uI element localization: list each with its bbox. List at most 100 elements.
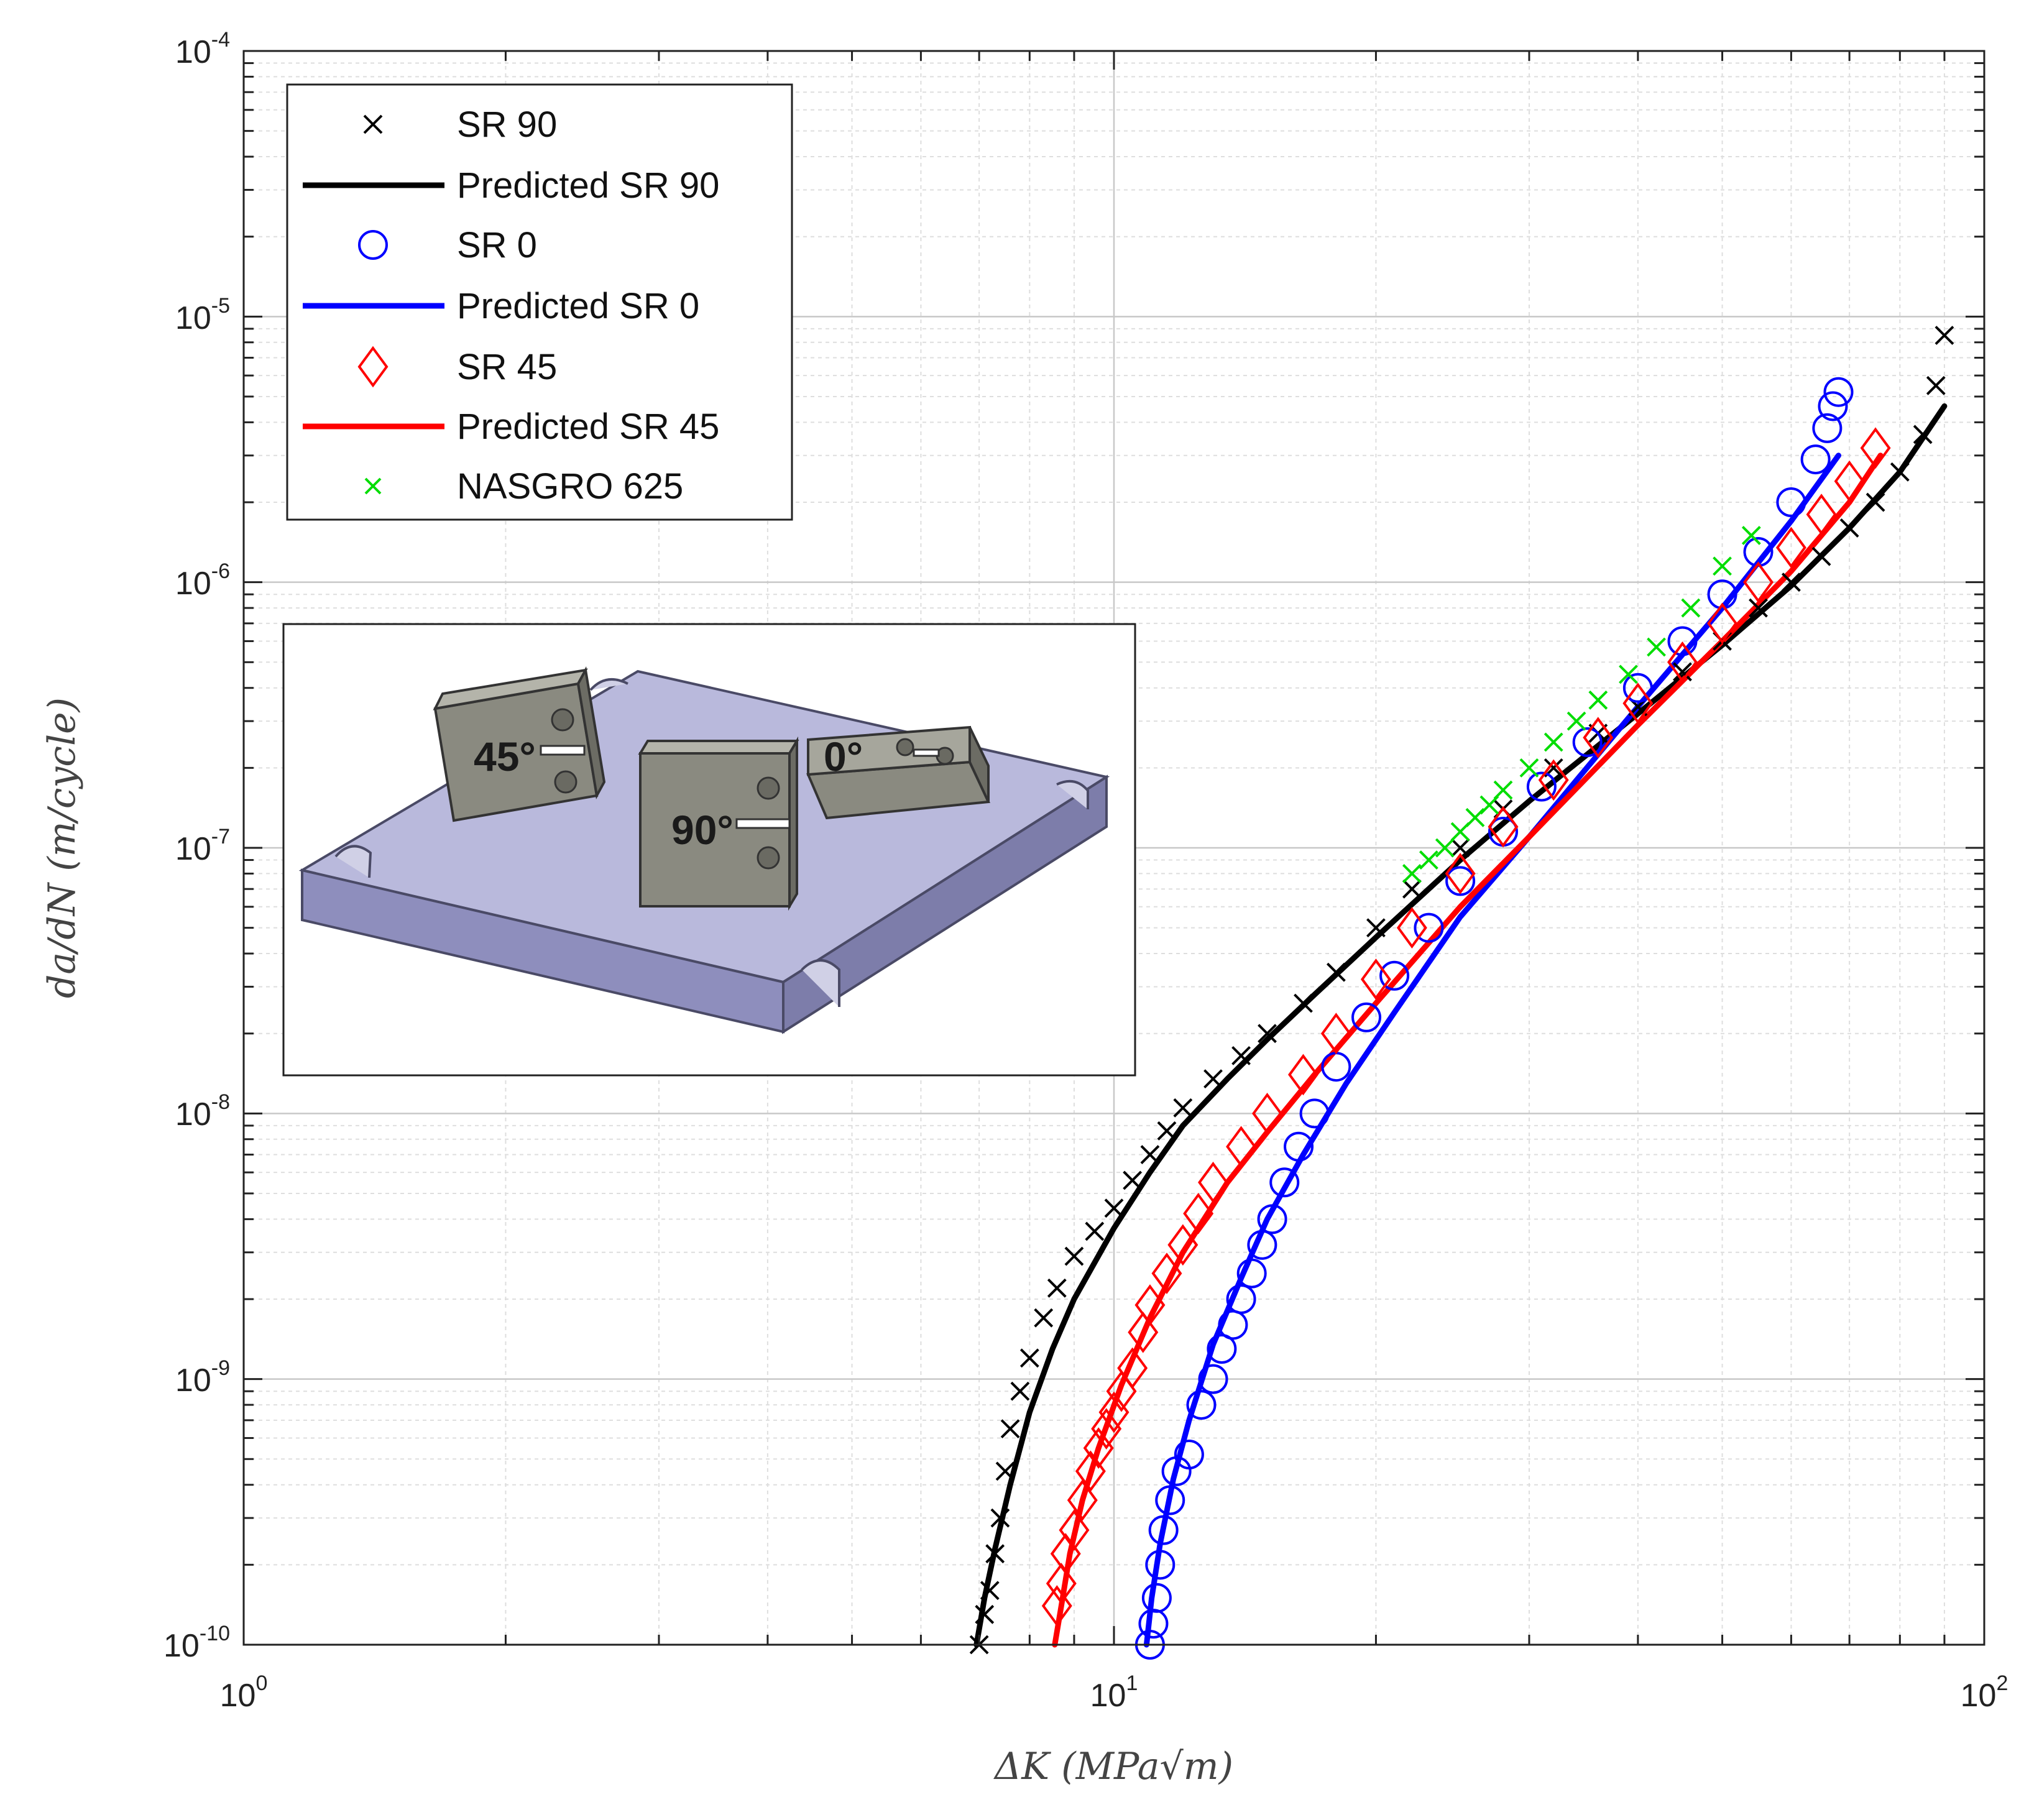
data-point-x <box>1890 462 1910 482</box>
series-layer <box>969 326 1954 1660</box>
y-tick-label: 10-8 <box>175 1090 230 1133</box>
y-tick-label: 10-4 <box>175 28 230 70</box>
legend-entry-pred-sr45: Predicted SR 45 <box>303 407 719 447</box>
data-point-x <box>1519 758 1539 778</box>
data-point-diamond <box>1134 1284 1166 1326</box>
data-point-x <box>1493 780 1513 800</box>
specimen-block-0: 0° <box>806 725 991 820</box>
data-point-x <box>1064 1246 1084 1266</box>
legend-x-marker <box>363 114 383 134</box>
data-point-x <box>1839 518 1859 538</box>
data-point-circle <box>1145 1550 1176 1580</box>
data-point-circle <box>1776 487 1806 518</box>
data-point-circle <box>1445 866 1476 896</box>
data-point-circle <box>1707 579 1737 610</box>
data-point-diamond <box>1538 759 1569 801</box>
data-point-x <box>1749 598 1768 618</box>
data-point-circle <box>1141 1583 1172 1613</box>
data-point-diamond <box>1091 1408 1122 1450</box>
data-point-diamond <box>1167 1224 1199 1266</box>
data-point-x <box>1019 1348 1039 1368</box>
data-point-x <box>1741 526 1761 545</box>
data-point-diamond <box>1488 806 1519 848</box>
legend-entry-pred-sr0: Predicted SR 0 <box>303 286 699 326</box>
data-point-circle <box>1155 1485 1185 1515</box>
legend-label: SR 0 <box>457 225 537 265</box>
data-point-diamond <box>1059 1509 1090 1551</box>
data-point-x <box>1681 598 1701 618</box>
data-point-diamond <box>1622 682 1654 724</box>
data-point-circle <box>1226 1284 1256 1315</box>
data-point-circle <box>1572 727 1603 757</box>
x-axis-label: ΔK (MPa√m) <box>993 1745 1233 1788</box>
data-point-x <box>1157 1121 1177 1141</box>
data-point-x <box>1231 1046 1251 1065</box>
data-point-x <box>990 1508 1010 1528</box>
data-point-circle <box>1379 960 1410 991</box>
data-point-x <box>1123 1170 1143 1190</box>
data-point-x <box>1294 993 1313 1013</box>
x-tick-label: 100 <box>220 1671 268 1714</box>
data-point-diamond <box>1445 853 1476 894</box>
data-point-x <box>1588 690 1608 710</box>
legend-entry-nasgro: NASGRO 625 <box>364 466 683 507</box>
data-point-diamond <box>1183 1192 1214 1234</box>
data-point-x <box>1140 1145 1160 1164</box>
data-point-diamond <box>1151 1252 1182 1294</box>
data-point-diamond <box>1046 1563 1077 1604</box>
data-point-diamond <box>1743 561 1774 604</box>
legend-entry-sr0: SR 0 <box>358 225 537 265</box>
data-point-diamond <box>1834 460 1865 502</box>
data-point-diamond <box>1252 1092 1283 1134</box>
data-point-diamond <box>1396 907 1427 949</box>
legend-label: SR 90 <box>457 104 557 145</box>
data-point-circle <box>1284 1131 1314 1162</box>
data-point-circle <box>1207 1333 1237 1364</box>
data-point-diamond <box>1287 1054 1318 1096</box>
x-tick-label: 101 <box>1090 1671 1138 1714</box>
data-point-x <box>1402 863 1422 883</box>
inset-label-0: 0° <box>824 733 863 779</box>
data-point-x <box>1567 711 1586 731</box>
legend-label: Predicted SR 90 <box>457 165 719 206</box>
data-point-x <box>1781 572 1801 592</box>
data-point-circle <box>1812 413 1843 443</box>
data-point-x <box>1034 1308 1054 1328</box>
data-point-x <box>1104 1198 1124 1218</box>
legend-entry-sr90: SR 90 <box>363 104 557 145</box>
data-point-x <box>1713 556 1732 576</box>
data-point-circle <box>1526 771 1557 802</box>
legend-diamond-marker <box>357 346 389 388</box>
data-point-circle <box>1622 673 1653 703</box>
data-point-circle <box>1299 1098 1330 1129</box>
data-point-x <box>1619 664 1638 684</box>
y-tick-labels: 10-10 10-9 10-8 10-7 10-6 10-5 10-4 <box>163 28 230 1664</box>
data-point-diamond <box>1707 602 1738 645</box>
axis-ticks <box>242 51 1984 1646</box>
data-point-x <box>1258 1024 1277 1044</box>
data-point-x <box>1866 492 1885 512</box>
data-point-circle <box>1823 377 1854 407</box>
data-point-diamond <box>1067 1479 1098 1521</box>
data-point-diamond <box>1360 958 1391 1000</box>
data-point-x <box>1450 838 1470 858</box>
data-point-x <box>1173 1098 1193 1118</box>
data-point-diamond <box>1806 494 1837 535</box>
legend-circle-marker <box>358 230 388 260</box>
data-point-diamond <box>1117 1347 1148 1389</box>
x-tick-label: 102 <box>1961 1671 2008 1714</box>
data-point-diamond <box>1667 641 1698 683</box>
legend-entry-pred-sr90: Predicted SR 90 <box>303 165 719 206</box>
series-sr-45 <box>1041 427 1891 1627</box>
x-tick-labels: 100 101 102 <box>220 1671 2008 1714</box>
data-point-circle <box>1186 1390 1217 1420</box>
data-point-circle <box>1351 1002 1382 1032</box>
data-point-diamond <box>1128 1312 1159 1353</box>
data-point-diamond <box>1083 1427 1114 1469</box>
data-point-x <box>1402 879 1422 899</box>
specimen-inset: 45° 90° 0° <box>282 623 1136 1077</box>
series-line-predicted-sr-90 <box>973 403 1948 1648</box>
series-sr-90 <box>969 326 1954 1655</box>
data-point-x <box>995 1461 1015 1481</box>
